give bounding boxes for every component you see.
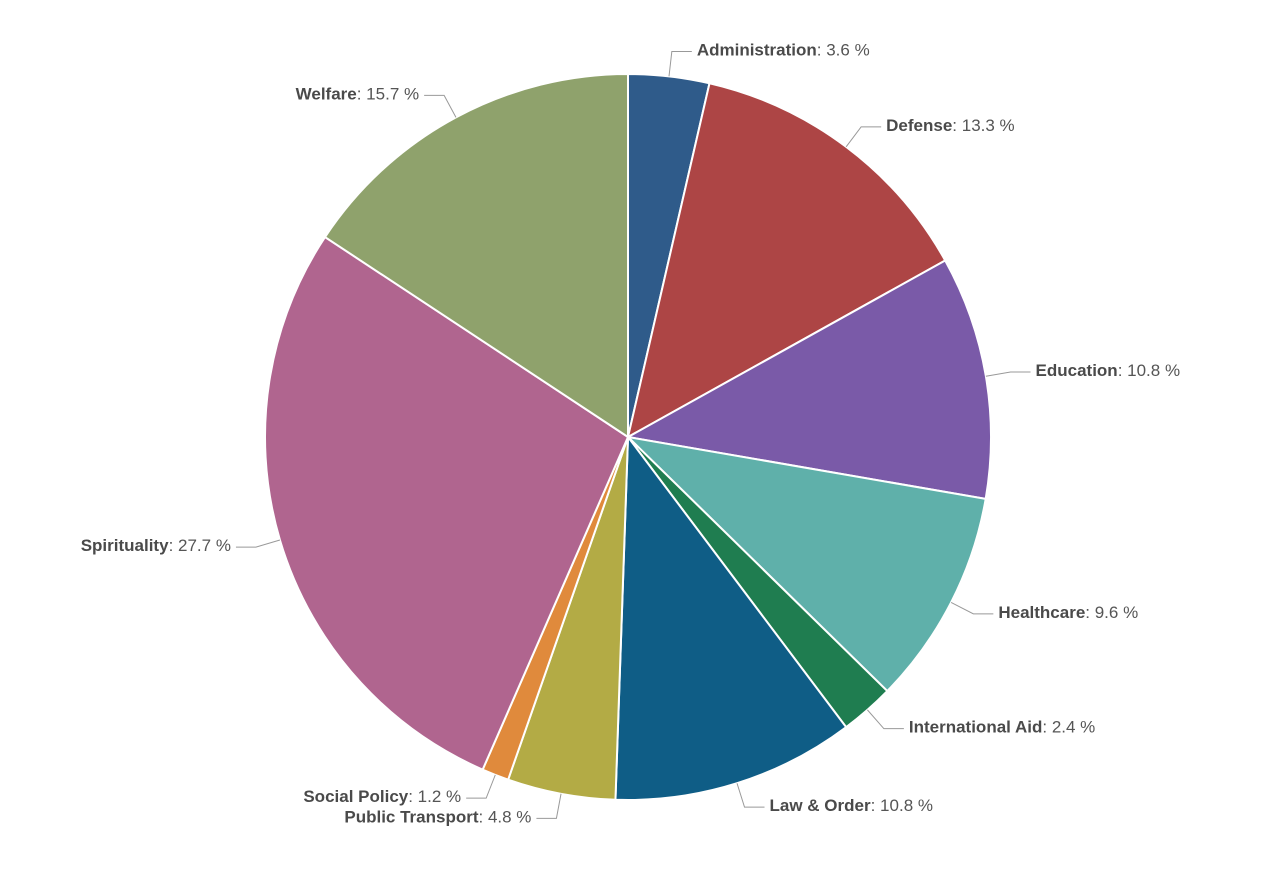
value-label: : 27.7 % xyxy=(169,537,231,556)
category-name: International Aid xyxy=(909,718,1043,737)
value-label: : 13.3 % xyxy=(952,116,1014,135)
slice-label: Education: 10.8 % xyxy=(1036,362,1181,381)
slice-label: Spirituality: 27.7 % xyxy=(81,537,231,556)
connector xyxy=(424,94,457,118)
value-label: : 3.6 % xyxy=(817,41,870,60)
slice-label: International Aid: 2.4 % xyxy=(909,718,1095,737)
category-name: Healthcare xyxy=(998,603,1085,622)
slice-label: Public Transport: 4.8 % xyxy=(344,808,531,827)
value-label: : 15.7 % xyxy=(357,85,419,104)
value-label: : 2.4 % xyxy=(1042,718,1095,737)
category-name: Social Policy xyxy=(303,788,408,807)
connector xyxy=(235,539,281,548)
value-label: : 10.8 % xyxy=(1118,362,1180,381)
slice-label: Healthcare: 9.6 % xyxy=(998,603,1138,622)
connector xyxy=(536,793,562,819)
value-label: : 10.8 % xyxy=(871,797,933,816)
category-name: Public Transport xyxy=(344,808,478,827)
slice-label: Welfare: 15.7 % xyxy=(296,85,419,104)
slice-label: Law & Order: 10.8 % xyxy=(770,797,933,816)
connector xyxy=(668,50,692,77)
category-name: Spirituality xyxy=(81,537,169,556)
connector xyxy=(466,774,496,799)
category-name: Welfare xyxy=(296,85,357,104)
category-name: Education xyxy=(1036,362,1118,381)
slice xyxy=(323,72,629,439)
slice-label: Defense: 13.3 % xyxy=(886,116,1015,135)
category-name: Law & Order xyxy=(770,797,871,816)
value-label: : 4.8 % xyxy=(479,808,532,827)
slice xyxy=(626,82,947,439)
connector xyxy=(985,371,1031,377)
connector xyxy=(950,602,994,615)
slice-label: Administration: 3.6 % xyxy=(697,41,870,60)
connector xyxy=(867,709,904,730)
category-name: Administration xyxy=(697,41,817,60)
category-name: Defense xyxy=(886,116,952,135)
connector xyxy=(845,126,882,148)
value-label: : 1.2 % xyxy=(408,788,461,807)
slice-label: Social Policy: 1.2 % xyxy=(303,788,461,807)
connector xyxy=(736,783,765,808)
value-label: : 9.6 % xyxy=(1085,603,1138,622)
